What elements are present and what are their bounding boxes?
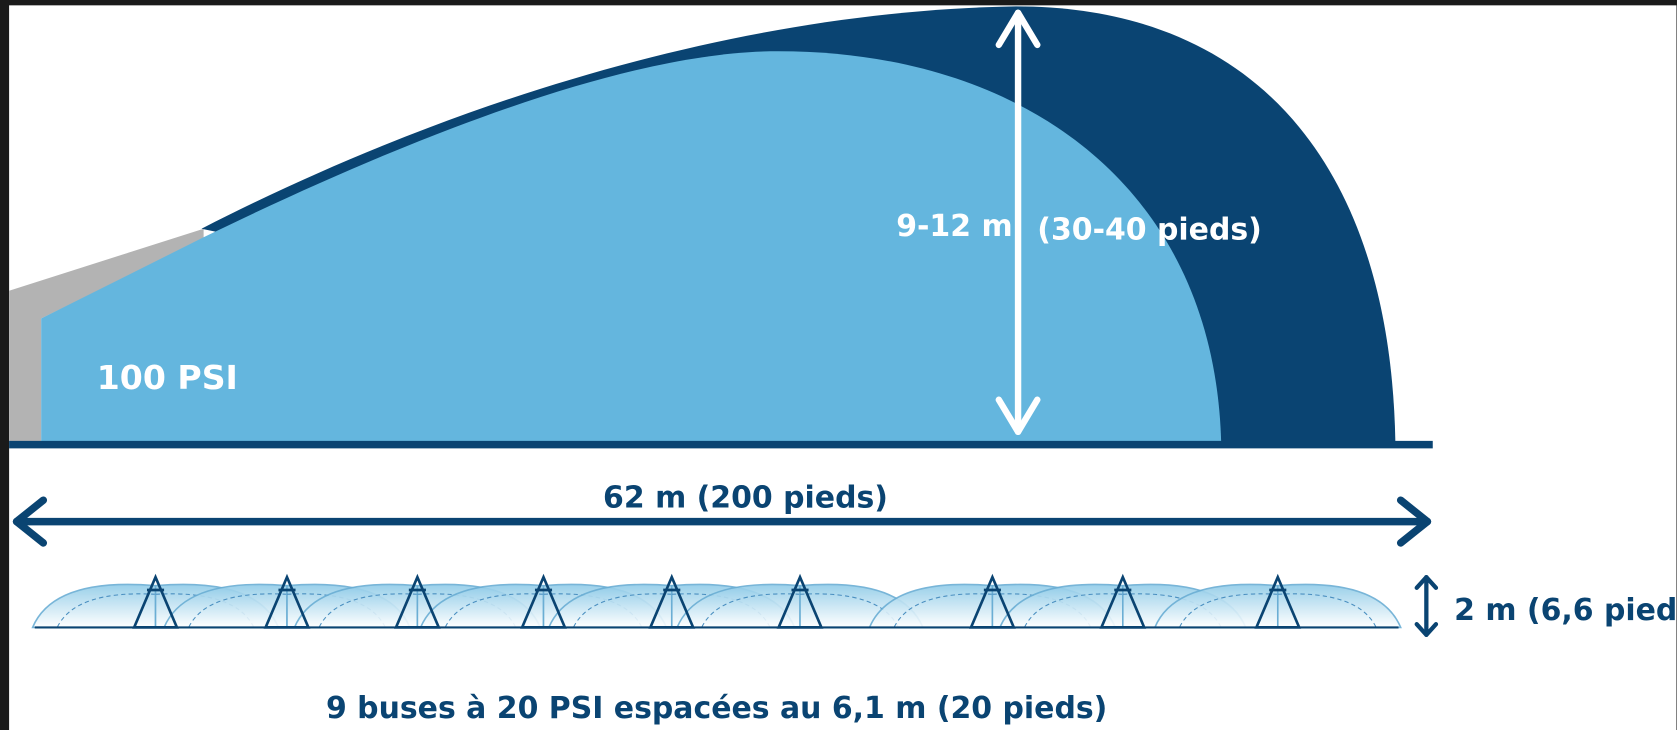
small-height-label: 2 m (6,6 pieds) (1454, 593, 1677, 628)
sprinkler-row (31, 573, 1402, 629)
spray-dash (893, 593, 993, 628)
spray-dash (56, 593, 156, 628)
spray-dash (701, 593, 801, 628)
spray-dash (1178, 593, 1278, 628)
gray-wedge (9, 228, 204, 442)
inner-dome (41, 51, 1222, 442)
spray-arc (1276, 583, 1402, 629)
spray-dash (1277, 593, 1377, 628)
spray-dash (444, 593, 544, 628)
height-arrow (995, 9, 1041, 436)
spray-dash (318, 593, 418, 628)
caption: 9 buses à 20 PSI espacées au 6,1 m (20 p… (326, 691, 1107, 726)
width-arrow (12, 496, 1432, 547)
pressure-label: 100 PSI (97, 358, 238, 397)
height-imperial: (30-40 pieds) (1037, 212, 1262, 247)
spray-arc (31, 583, 157, 629)
spray-dash (572, 593, 672, 628)
spray-dash (1023, 593, 1123, 628)
height-metric: 9-12 m (896, 209, 1012, 244)
width-label: 62 m (200 pieds) (603, 481, 888, 516)
spray-dash (188, 593, 288, 628)
small-height-arrow (1414, 575, 1439, 638)
